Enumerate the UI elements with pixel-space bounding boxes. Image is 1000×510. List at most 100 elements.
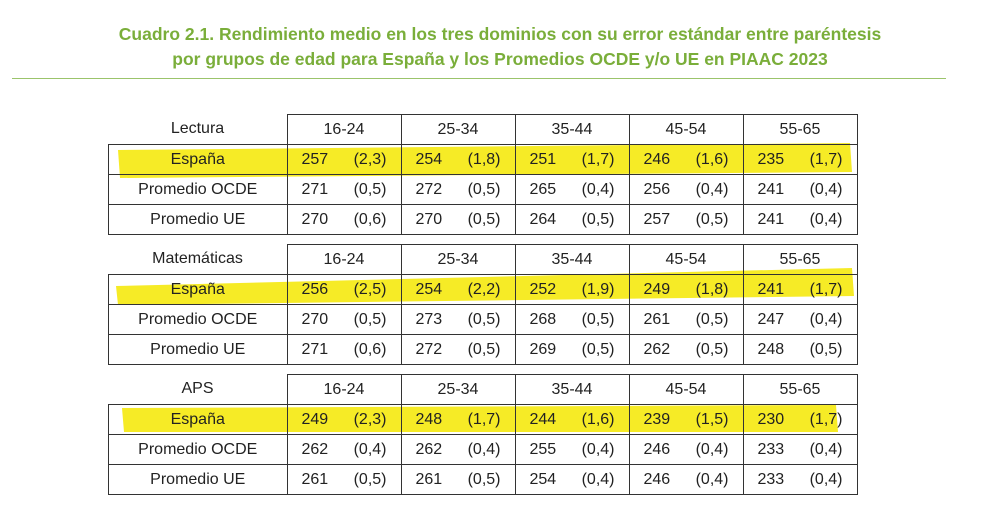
caption-divider bbox=[12, 78, 946, 79]
domain-table: APS 16-24 25-34 35-44 45-54 55-65 España 249 (2,… bbox=[108, 374, 858, 495]
standard-error: (1,8) bbox=[467, 150, 501, 168]
row-label: Promedio OCDE bbox=[108, 434, 288, 465]
score-cell: 230 (1,7) bbox=[742, 404, 858, 435]
domain-name: APS bbox=[181, 380, 214, 398]
score-cell: 265 (0,4) bbox=[514, 174, 630, 205]
score-cell: 233 (0,4) bbox=[742, 434, 858, 465]
caption-text-1: Rendimiento medio en los tres dominios c… bbox=[218, 24, 882, 44]
standard-error: (2,3) bbox=[353, 410, 387, 428]
domain-name: Matemáticas bbox=[152, 250, 243, 268]
mean-score: 244 bbox=[529, 410, 557, 428]
mean-score: 272 bbox=[415, 340, 443, 358]
score-cell: 239 (1,5) bbox=[628, 404, 744, 435]
score-cell: 233 (0,4) bbox=[742, 464, 858, 495]
standard-error: (1,7) bbox=[467, 410, 501, 428]
standard-error: (0,4) bbox=[695, 180, 729, 198]
mean-score: 254 bbox=[415, 280, 443, 298]
age-group-header: 25-34 bbox=[400, 114, 516, 145]
score-cell: 241 (0,4) bbox=[742, 204, 858, 235]
standard-error: (0,5) bbox=[353, 180, 387, 198]
score-cell: 256 (0,4) bbox=[628, 174, 744, 205]
header-row: APS 16-24 25-34 35-44 45-54 55-65 bbox=[109, 374, 858, 405]
score-cell: 268 (0,5) bbox=[514, 304, 630, 335]
score-cell: 270 (0,5) bbox=[400, 204, 516, 235]
row-label: España bbox=[108, 274, 288, 305]
standard-error: (0,4) bbox=[809, 310, 843, 328]
score-cell: 261 (0,5) bbox=[628, 304, 744, 335]
standard-error: (0,4) bbox=[809, 210, 843, 228]
standard-error: (0,5) bbox=[353, 470, 387, 488]
mean-score: 246 bbox=[643, 440, 671, 458]
standard-error: (0,5) bbox=[581, 340, 615, 358]
results-table: Lectura 16-24 25-34 35-44 45-54 55-65 España 25… bbox=[108, 114, 858, 235]
mean-score: 248 bbox=[757, 340, 785, 358]
mean-score: 255 bbox=[529, 440, 557, 458]
standard-error: (2,5) bbox=[353, 280, 387, 298]
standard-error: (0,4) bbox=[695, 470, 729, 488]
mean-score: 261 bbox=[643, 310, 671, 328]
mean-score: 262 bbox=[415, 440, 443, 458]
header-row: Lectura 16-24 25-34 35-44 45-54 55-65 bbox=[109, 114, 858, 145]
mean-score: 252 bbox=[529, 280, 557, 298]
mean-score: 249 bbox=[643, 280, 671, 298]
standard-error: (0,5) bbox=[809, 340, 843, 358]
standard-error: (1,6) bbox=[581, 410, 615, 428]
score-cell: 244 (1,6) bbox=[514, 404, 630, 435]
mean-score: 265 bbox=[529, 180, 557, 198]
standard-error: (1,7) bbox=[809, 410, 843, 428]
score-cell: 249 (1,8) bbox=[628, 274, 744, 305]
standard-error: (0,5) bbox=[467, 340, 501, 358]
row-label: Promedio UE bbox=[108, 464, 288, 495]
row-label: Promedio OCDE bbox=[108, 304, 288, 335]
mean-score: 256 bbox=[301, 280, 329, 298]
score-cell: 269 (0,5) bbox=[514, 334, 630, 365]
row-label: Promedio UE bbox=[108, 204, 288, 235]
mean-score: 235 bbox=[757, 150, 785, 168]
table-row: España 256 (2,5) 254 (2,2) 252 (1,9) 249 (1,8) 24… bbox=[108, 274, 858, 305]
score-cell: 262 (0,4) bbox=[400, 434, 516, 465]
caption-text-2: por grupos de edad para España y los Pro… bbox=[172, 49, 828, 69]
caption-number: Cuadro 2.1. bbox=[118, 24, 215, 44]
score-cell: 257 (0,5) bbox=[628, 204, 744, 235]
table-caption: Cuadro 2.1. Rendimiento medio en los tre… bbox=[0, 22, 1000, 72]
standard-error: (0,4) bbox=[809, 440, 843, 458]
mean-score: 256 bbox=[643, 180, 671, 198]
standard-error: (0,4) bbox=[809, 180, 843, 198]
standard-error: (0,4) bbox=[353, 440, 387, 458]
table-row: España 257 (2,3) 254 (1,8) 251 (1,7) 246 (1,6) 23… bbox=[108, 144, 858, 175]
standard-error: (0,5) bbox=[695, 310, 729, 328]
header-row: Matemáticas 16-24 25-34 35-44 45-54 55-65 bbox=[109, 244, 858, 275]
mean-score: 251 bbox=[529, 150, 557, 168]
mean-score: 254 bbox=[415, 150, 443, 168]
standard-error: (0,5) bbox=[467, 210, 501, 228]
score-cell: 272 (0,5) bbox=[400, 334, 516, 365]
standard-error: (0,4) bbox=[809, 470, 843, 488]
standard-error: (0,6) bbox=[353, 210, 387, 228]
age-group-header: 55-65 bbox=[742, 114, 858, 145]
score-cell: 264 (0,5) bbox=[514, 204, 630, 235]
age-group-header: 16-24 bbox=[286, 244, 402, 275]
score-cell: 270 (0,6) bbox=[286, 204, 402, 235]
standard-error: (0,4) bbox=[467, 440, 501, 458]
mean-score: 268 bbox=[529, 310, 557, 328]
score-cell: 248 (1,7) bbox=[400, 404, 516, 435]
mean-score: 270 bbox=[415, 210, 443, 228]
table-row: Promedio UE 271 (0,6) 272 (0,5) 269 (0,5) 262 (0… bbox=[108, 334, 858, 365]
mean-score: 269 bbox=[529, 340, 557, 358]
standard-error: (0,4) bbox=[581, 180, 615, 198]
score-cell: 270 (0,5) bbox=[286, 304, 402, 335]
age-group-header: 35-44 bbox=[514, 244, 630, 275]
results-table: APS 16-24 25-34 35-44 45-54 55-65 España 249 (2,… bbox=[108, 374, 858, 495]
standard-error: (1,7) bbox=[809, 150, 843, 168]
standard-error: (0,5) bbox=[581, 310, 615, 328]
results-table: Matemáticas 16-24 25-34 35-44 45-54 55-65 Espa… bbox=[108, 244, 858, 365]
caption-line-1: Cuadro 2.1. Rendimiento medio en los tre… bbox=[0, 22, 1000, 47]
score-cell: 252 (1,9) bbox=[514, 274, 630, 305]
age-group-header: 55-65 bbox=[742, 374, 858, 405]
age-group-header: 25-34 bbox=[400, 374, 516, 405]
standard-error: (0,5) bbox=[467, 310, 501, 328]
mean-score: 272 bbox=[415, 180, 443, 198]
standard-error: (1,7) bbox=[809, 280, 843, 298]
mean-score: 233 bbox=[757, 440, 785, 458]
score-cell: 247 (0,4) bbox=[742, 304, 858, 335]
